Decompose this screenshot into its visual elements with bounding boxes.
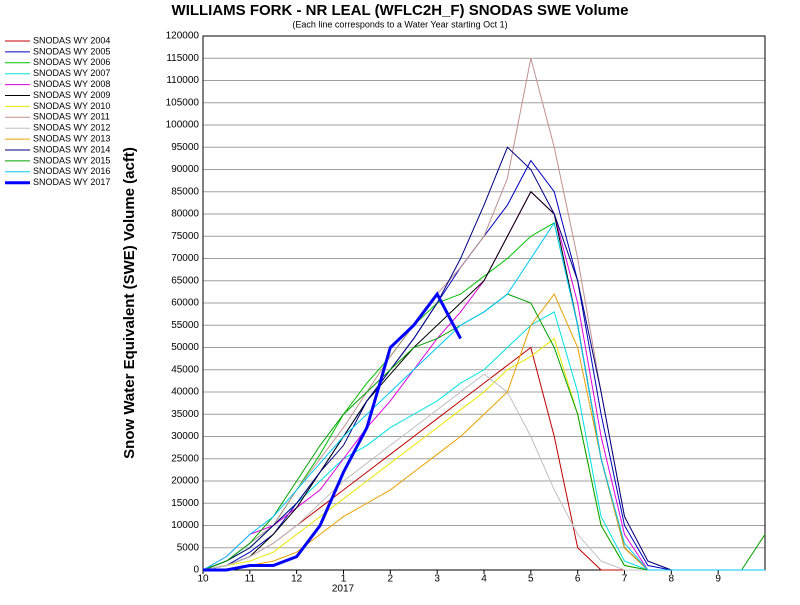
legend-label: SNODAS WY 2005 bbox=[33, 46, 110, 56]
y-tick-label: 20000 bbox=[171, 476, 199, 487]
y-tick-label: 45000 bbox=[171, 364, 199, 375]
legend-label: SNODAS WY 2012 bbox=[33, 123, 110, 133]
y-tick-label: 60000 bbox=[171, 298, 199, 309]
plot-frame bbox=[202, 35, 766, 571]
y-tick-label: 15000 bbox=[171, 498, 199, 509]
y-tick-label: 25000 bbox=[171, 453, 199, 464]
legend-label: SNODAS WY 2007 bbox=[33, 68, 110, 78]
series-line bbox=[202, 146, 765, 571]
year-label: 2017 bbox=[332, 584, 355, 595]
series-line bbox=[202, 373, 765, 571]
y-tick-label: 110000 bbox=[166, 75, 199, 86]
legend-label: SNODAS WY 2011 bbox=[33, 112, 110, 122]
y-tick-label: 30000 bbox=[171, 431, 199, 442]
x-tick-label: 3 bbox=[434, 574, 440, 585]
y-tick-label: 70000 bbox=[171, 253, 199, 264]
series-line bbox=[202, 159, 765, 571]
x-tick-label: 6 bbox=[575, 574, 581, 585]
y-tick-label: 80000 bbox=[171, 209, 199, 220]
series-line bbox=[202, 190, 765, 571]
legend-label: SNODAS WY 2009 bbox=[33, 90, 110, 100]
y-tick-label: 120000 bbox=[166, 31, 200, 42]
y-axis-label: Snow Water Equivalent (SWE) Volume (acft… bbox=[121, 147, 138, 459]
legend-label: SNODAS WY 2006 bbox=[33, 57, 110, 67]
y-tick-label: 5000 bbox=[177, 542, 200, 553]
x-tick-label: 2 bbox=[388, 574, 394, 585]
x-tick-label: 4 bbox=[481, 574, 487, 585]
legend-label: SNODAS WY 2016 bbox=[33, 166, 110, 176]
legend-label: SNODAS WY 2014 bbox=[33, 144, 110, 154]
x-tick-label: 7 bbox=[622, 574, 628, 585]
series-line bbox=[202, 221, 765, 571]
series-line bbox=[203, 291, 462, 572]
x-tick-label: 9 bbox=[715, 574, 721, 585]
series-line bbox=[202, 293, 766, 571]
series-line bbox=[202, 58, 765, 571]
chart-title: WILLIAMS FORK - NR LEAL (WFLC2H_F) SNODA… bbox=[172, 2, 629, 19]
x-tick-label: 12 bbox=[291, 574, 303, 585]
x-tick-label: 5 bbox=[528, 574, 534, 585]
chart-subtitle: (Each line corresponds to a Water Year s… bbox=[292, 19, 507, 29]
y-tick-label: 55000 bbox=[171, 320, 199, 331]
x-tick-label: 1 bbox=[341, 574, 347, 585]
x-tick-label: 10 bbox=[197, 574, 209, 585]
series-line bbox=[202, 337, 765, 571]
y-tick-label: 65000 bbox=[171, 275, 199, 286]
series-line bbox=[203, 293, 765, 571]
y-tick-label: 105000 bbox=[166, 97, 200, 108]
legend-label: SNODAS WY 2008 bbox=[33, 79, 110, 89]
y-tick-label: 75000 bbox=[171, 231, 199, 242]
x-tick-label: 11 bbox=[245, 574, 256, 585]
legend-label: SNODAS WY 2015 bbox=[33, 155, 110, 165]
x-tick-label: 8 bbox=[669, 574, 675, 585]
y-tick-label: 100000 bbox=[166, 120, 200, 131]
series-line bbox=[202, 311, 765, 571]
y-tick-label: 50000 bbox=[171, 342, 199, 353]
y-tick-label: 10000 bbox=[171, 520, 199, 531]
legend-label: SNODAS WY 2013 bbox=[33, 133, 110, 143]
y-tick-label: 95000 bbox=[171, 142, 199, 153]
series-line bbox=[202, 190, 765, 571]
y-tick-label: 85000 bbox=[171, 186, 199, 197]
y-tick-label: 40000 bbox=[171, 387, 199, 398]
legend-label: SNODAS WY 2010 bbox=[33, 101, 110, 111]
legend-label: SNODAS WY 2017 bbox=[33, 177, 110, 187]
y-tick-label: 0 bbox=[193, 565, 199, 576]
y-tick-label: 35000 bbox=[171, 409, 199, 420]
y-tick-label: 115000 bbox=[166, 53, 199, 64]
y-tick-label: 90000 bbox=[171, 164, 199, 175]
legend-label: SNODAS WY 2004 bbox=[33, 35, 110, 45]
